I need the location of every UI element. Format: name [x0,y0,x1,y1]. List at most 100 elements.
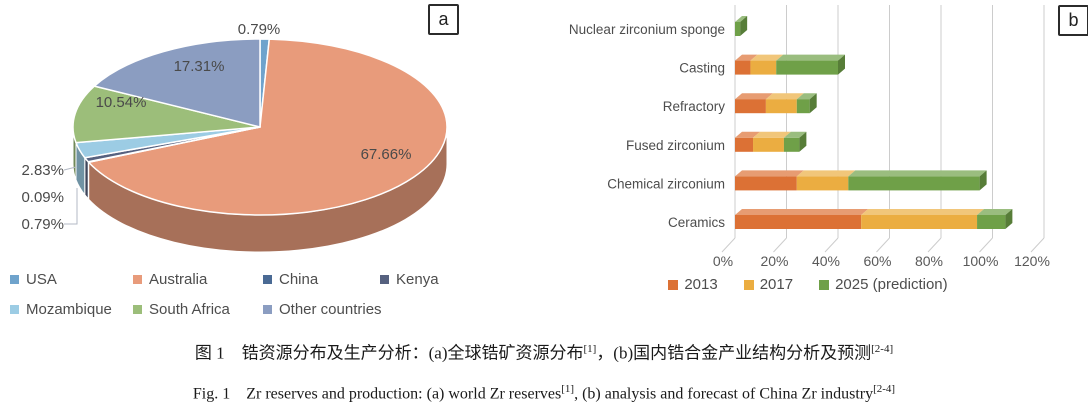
panel-b-tag-letter: b [1068,10,1079,30]
pie-slice-other-countries [93,38,261,128]
bar-top-ceramics-2025-prediction [977,209,1013,215]
pie-legend-item-australia: Australia [133,271,207,288]
pie-rim-kenya [84,156,89,201]
caption-en-text-2: , (b) analysis and forecast of China Zr … [574,384,874,402]
pie-legend-item-kenya: Kenya [380,271,439,288]
pie-legend-item-mozambique: Mozambique [10,301,112,318]
x-tick-label-20: 20% [760,253,788,269]
bar-top-casting-2017 [750,54,784,61]
bar-end-cap-chemical-zirconium [979,170,987,191]
pie-legend-label: Other countries [279,301,382,318]
bar-top-ceramics-2013 [735,209,869,215]
panel-a-pie-chart: 0.79% 17.31% 10.54% 67.66% 2.83% 0.09% 0… [0,0,505,330]
pie-label-china: 0.09% [21,189,64,206]
bar-top-nuclear-zirconium-sponge-2025-prediction [735,16,748,22]
bar-segment-chemical-zirconium-2013 [735,176,797,191]
bar-top-chemical-zirconium-2013 [735,170,804,177]
category-label-refractory: Refractory [663,99,726,114]
leader-line-kenya [64,188,78,225]
bar-end-cap-fused-zirconium [799,131,807,152]
x-tick-label-80: 80% [915,253,943,269]
panel-a-tag-letter: a [438,9,449,29]
pie-label-mozambique: 2.83% [21,162,64,179]
pie-label-other-countries: 17.31% [173,58,225,75]
x-tick-label-0: 0% [713,253,733,269]
legend-swatch-icon [263,275,272,284]
bar-legend-label: 2013 [684,276,718,293]
caption-en-text-1: Fig. 1 Zr reserves and production: (a) w… [192,384,562,402]
legend-swatch-icon [668,279,679,290]
grid-foot-80 [927,237,942,253]
bar-segment-casting-2013 [735,60,751,75]
bar-legend-label: 2017 [759,276,794,293]
category-label-fused-zirconium: Fused zirconium [626,138,725,153]
x-tick-label-60: 60% [863,253,891,269]
bar-legend-item-2017: 2017 [743,276,794,293]
bar-segment-ceramics-2017 [861,215,978,229]
grid-foot-100 [979,237,993,253]
pie-legend-label: China [279,271,319,288]
panel-b-bar-chart: 0% 20% 40% 60% 80% 100% 120% Nuclear zirconium … [528,0,1088,310]
pie-legend-item-south-africa: South Africa [133,301,230,318]
bar-segment-chemical-zirconium-2025-prediction [848,176,980,191]
caption-en-ref-2: [2-4] [873,382,896,395]
bar-end-cap-casting [838,54,845,75]
caption-en-ref-1: [1] [561,382,575,395]
pie-chart [63,38,448,253]
legend-swatch-icon [380,275,389,284]
pie-label-usa: 0.79% [237,21,281,38]
bar-segment-chemical-zirconium-2017 [796,176,849,191]
pie-label-kenya: 0.79% [21,216,64,233]
x-tick-label-40: 40% [812,253,840,269]
bar-segment-fused-zirconium-2025-prediction [783,137,800,152]
legend-swatch-icon [133,275,142,284]
bar-segment-nuclear-zirconium-sponge-2025-prediction [735,22,741,36]
grid-foot-60 [876,237,890,253]
pie-legend-item-usa: USA [10,271,57,288]
bar-legend-item-2013: 2013 [668,276,718,293]
bar-top-chemical-zirconium-2017 [796,170,856,177]
figure-caption: 图 1 锆资源分布及生产分析：(a)全球锆矿资源分布 [1] ，(b)国内锆合金产业… [0,332,1088,412]
pie-legend-label: Kenya [396,271,439,288]
grid-foot-120 [1030,237,1045,253]
grid-foot-0 [721,237,736,253]
caption-zh-text-1: 图 1 锆资源分布及生产分析：(a)全球锆矿资源分布 [194,343,584,363]
bar-top-refractory-2025-prediction [796,93,817,100]
panel-b-tag: b [1058,5,1088,36]
legend-swatch-icon [10,305,19,314]
bar-top-ceramics-2017 [861,209,985,215]
bar-top-chemical-zirconium-2025-prediction [848,170,987,177]
leader-line-mozambique [63,166,77,171]
bar-segment-casting-2025-prediction [776,60,838,75]
pie-legend-label: USA [26,271,57,288]
pie-label-australia: 67.66% [360,146,412,163]
caption-english: Fig. 1 Zr reserves and production: (a) w… [0,371,1088,412]
pie-slice-australia [87,38,448,216]
bar-legend-label: 2025 (prediction) [835,276,948,293]
panel-a-tag: a [428,4,459,35]
grid-foot-20 [773,237,787,253]
bar-legend-item-2025-prediction: 2025 (prediction) [819,276,948,293]
bar-segment-refractory-2017 [765,99,797,114]
bar-end-cap-refractory [809,93,817,114]
x-tick-label-100: 100% [963,253,999,269]
bar-segment-fused-zirconium-2013 [735,137,754,152]
bar-end-cap-ceramics [1005,209,1013,229]
bar-segment-refractory-2025-prediction [796,99,810,114]
bar-top-casting-2013 [735,54,758,61]
pie-label-south-africa: 10.54% [95,94,147,111]
pie-legend-label: South Africa [149,301,230,318]
bar-segment-casting-2017 [750,60,777,75]
legend-swatch-icon [10,275,19,284]
bar-end-cap-nuclear-zirconium-sponge [740,16,748,36]
caption-zh-text-2: ，(b)国内锆合金产业结构分析及预测 [596,343,872,363]
bar-segment-ceramics-2013 [735,215,862,229]
caption-chinese: 图 1 锆资源分布及生产分析：(a)全球锆矿资源分布[1]，(b)国内锆合金产业… [0,332,1088,371]
bar-top-fused-zirconium-2017 [753,131,791,138]
legend-swatch-icon [819,279,830,290]
bar-chart: 0% 20% 40% 60% 80% 100% 120% Nuclear zirconium … [569,5,1050,269]
legend-swatch-icon [263,305,272,314]
pie-slice-south-africa [72,85,261,144]
category-label-ceramics: Ceramics [668,215,725,230]
